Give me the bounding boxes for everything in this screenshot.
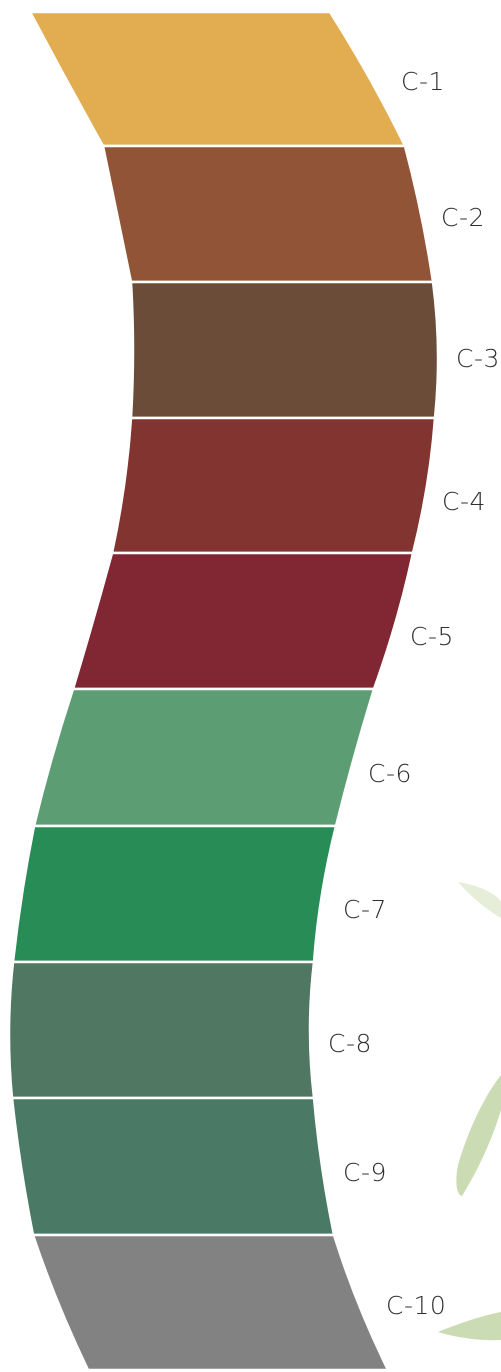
decorative-leaves — [438, 882, 501, 1341]
swatch-band-c-9 — [10, 1096, 336, 1237]
leaf-lower — [438, 1312, 501, 1341]
swatch-label-c-9: C-9 — [343, 1158, 387, 1187]
swatch-label-c-1: C-1 — [401, 67, 445, 96]
swatch-band-c-4 — [110, 416, 437, 555]
swatch-label-c-4: C-4 — [442, 487, 486, 516]
leaf-middle — [456, 1075, 501, 1196]
swatch-band-c-6 — [32, 687, 376, 828]
swatch-band-c-2 — [101, 144, 435, 284]
swatch-label-c-3: C-3 — [456, 344, 500, 373]
swatch-labels: C-1 C-2 C-3 C-4 C-5 C-6 C-7 C-8 C-9 C-10 — [328, 67, 500, 1320]
swatch-band-c-1 — [27, 10, 407, 148]
swatch-label-c-8: C-8 — [328, 1029, 372, 1058]
leaf-upper — [458, 882, 501, 918]
swatch-label-c-5: C-5 — [410, 622, 454, 651]
swatch-band-c-7 — [11, 824, 338, 964]
swatch-band-c-10 — [31, 1233, 391, 1372]
swatch-band-c-5 — [71, 551, 415, 691]
swatch-label-c-6: C-6 — [368, 759, 412, 788]
swatch-band-c-8 — [7, 960, 316, 1100]
swatch-label-c-7: C-7 — [343, 895, 387, 924]
swatch-label-c-10: C-10 — [386, 1291, 446, 1320]
swatch-label-c-2: C-2 — [441, 203, 485, 232]
swatch-bands — [7, 10, 440, 1372]
swatch-band-c-3 — [129, 280, 440, 420]
